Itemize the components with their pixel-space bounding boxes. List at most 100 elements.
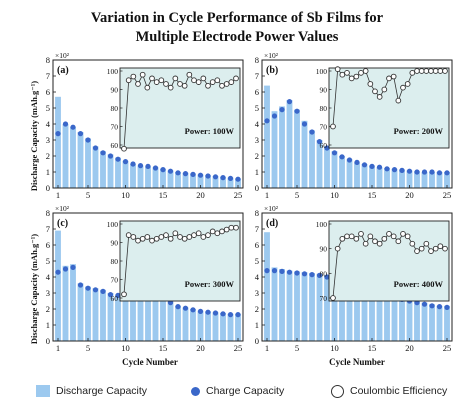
discharge-bar [212,176,219,188]
coulombic-point [339,235,346,242]
discharge-bar [421,302,428,341]
y-tick-label: 4 [46,119,51,129]
charge-point [85,285,91,291]
y-tick-label: 8 [46,208,50,218]
discharge-bar [145,166,151,188]
y-exponent-label: ×10² [55,204,70,213]
coulombic-point [228,224,235,231]
discharge-bar [107,293,114,341]
inset-frame [119,67,241,149]
charge-point [55,131,61,137]
y-tick-label: 5 [46,256,50,266]
charge-point [70,264,76,270]
coulombic-point [177,81,183,87]
discharge-bar [316,273,323,341]
coulombic-point [330,123,336,130]
charge-point [294,108,300,114]
y-tick-label: 2 [255,151,259,161]
y-tick-label: 7 [46,224,50,234]
charge-point [175,304,181,310]
charge-point [339,154,345,160]
inset-power-label: Power: 200W [394,126,444,136]
inset-y-tick-label: 90 [111,239,119,248]
coulombic-point [390,73,397,80]
coulombic-point [144,84,151,91]
charge-point [122,159,129,165]
y-exponent-label: ×10² [264,204,279,213]
discharge-bar [85,138,91,188]
x-tick-label: 15 [368,343,377,353]
discharge-bar [436,172,443,188]
discharge-bar [361,283,368,341]
coulombic-point [167,235,174,242]
discharge-bar [376,167,383,188]
charge-point [271,113,278,119]
discharge-bar [331,151,338,188]
legend-item-charge: Charge Capacity [191,381,284,401]
coulombic-point [153,79,160,85]
charge-point [264,118,270,124]
discharge-bar [122,294,129,341]
legend-coulombic-label: Coulombic Efficiency [350,385,448,397]
discharge-bar [212,312,219,341]
charge-point [145,163,151,169]
discharge-bar [286,270,293,341]
charge-point [205,173,211,179]
y-tick-label: 5 [46,103,50,113]
charge-point [391,167,398,173]
figure-title-line1: Variation in Cycle Performance of Sb Fil… [90,10,384,26]
x-tick-label: 10 [330,343,339,353]
coulombic-point [172,230,179,237]
discharge-bar [167,301,174,341]
discharge-bar [429,304,435,341]
discharge-bar [331,277,338,341]
inset-y-tick-label: 70 [320,294,328,303]
x-tick-label: 5 [86,190,90,200]
charge-point [197,172,204,178]
discharge-bar [130,291,136,341]
charge-point [77,282,84,288]
coulombic-point [376,240,383,247]
charge-point [220,311,226,317]
y-tick-label: 0 [255,336,259,346]
coulombic-point [200,75,207,82]
x-tick-label: 1 [265,343,269,353]
discharge-bar [167,170,174,188]
charge-point [324,274,330,280]
x-tick-label: 20 [405,343,414,353]
coulombic-point [344,233,350,240]
discharge-bar [264,232,270,341]
x-tick-label: 25 [443,190,452,200]
y-tick-label: 6 [46,87,50,97]
discharge-bar [145,289,151,341]
inset-y-tick-label: 70 [111,123,119,132]
discharge-bar [77,132,84,188]
y-tick-label: 3 [255,288,259,298]
coulombic-point [362,68,369,74]
legend-item-coulombic: Coulombic Efficiency [331,381,447,401]
coulombic-point [200,234,207,240]
charge-point [220,175,226,181]
y-tick-label: 3 [255,135,259,145]
coulombic-point [195,230,202,237]
charge-point [399,167,405,173]
discharge-bar [339,156,345,188]
discharge-bar [391,296,398,341]
discharge-bar [227,313,234,341]
discharge-bar [70,127,76,188]
coulombic-point [135,237,141,244]
charge-point [137,163,144,169]
inset-y-tick-label: 60 [111,294,119,303]
charge-point [70,124,76,130]
discharge-bar [406,170,413,188]
discharge-bar [429,172,435,188]
discharge-bar [384,168,390,188]
discharge-bar [279,269,285,341]
coulombic-point [205,232,211,238]
discharge-bar [205,311,211,341]
discharge-bar [137,288,144,341]
coulombic-point [381,86,388,93]
coulombic-point [423,68,430,74]
coulombic-point [442,245,448,252]
